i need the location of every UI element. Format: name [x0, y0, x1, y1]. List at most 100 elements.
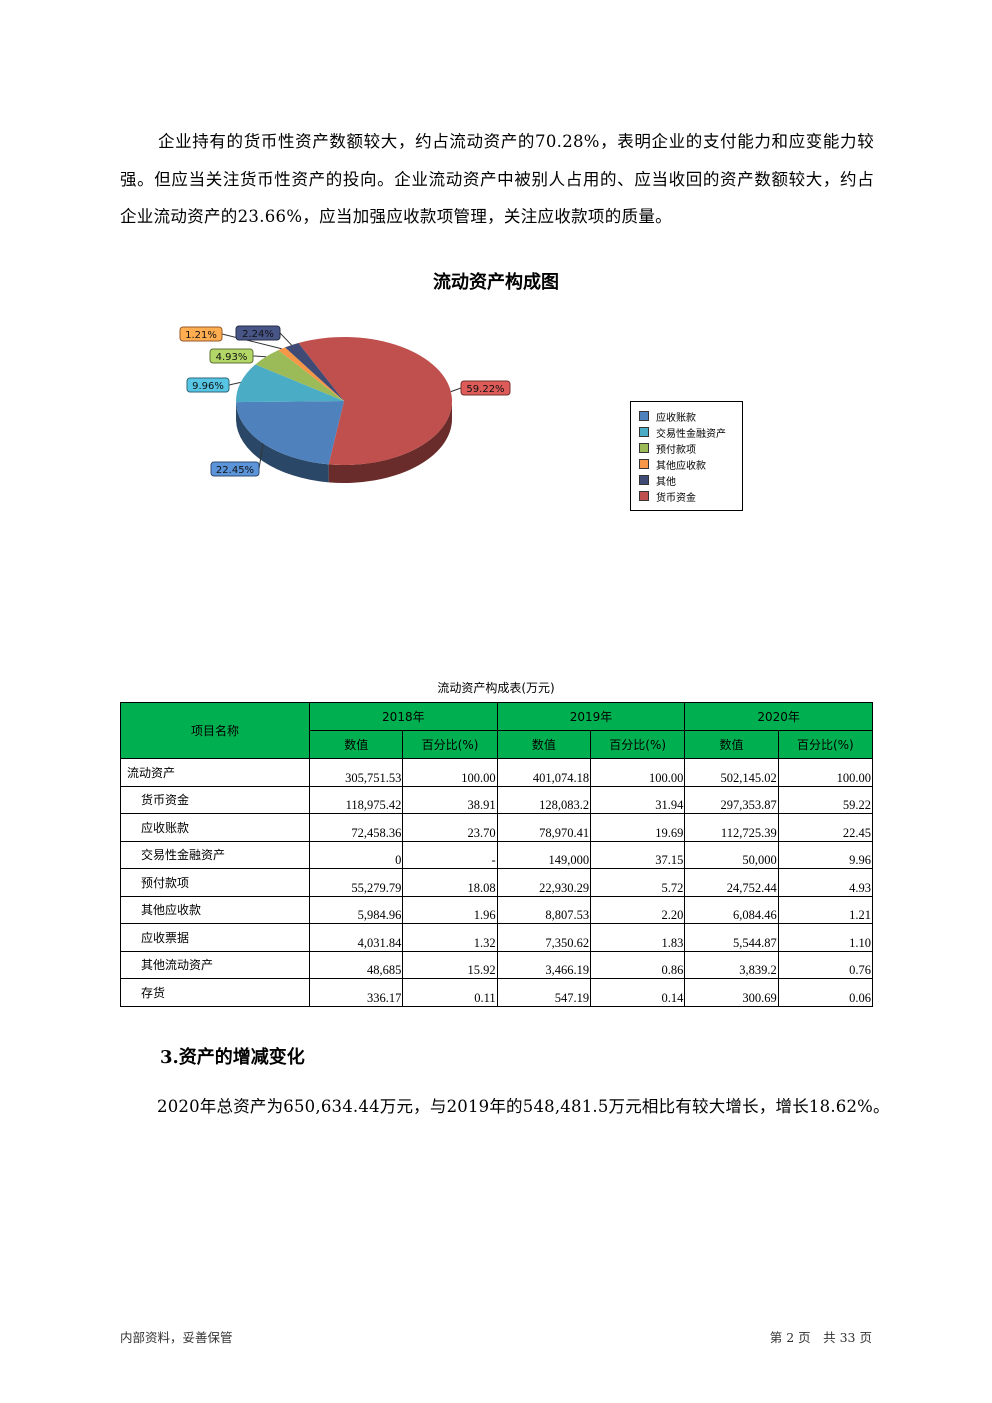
cell-value: 336.17 — [308, 978, 404, 1007]
legend-item: 其他应收款 — [639, 456, 742, 472]
legend-label: 预付款项 — [656, 444, 696, 456]
pie-slice — [236, 364, 344, 403]
row-name: 预付款项 — [120, 868, 310, 897]
cell-percent: 0.76 — [777, 950, 874, 979]
data-label-box — [235, 325, 281, 341]
cell-value: 22,930.29 — [496, 868, 592, 897]
legend-label: 其他应收款 — [656, 460, 706, 472]
table-row: 其他流动资产 48,685 15.92 3,466.19 0.86 3,839.2 0.76 — [120, 950, 874, 979]
table-row: 货币资金 118,975.42 38.91 128,083.2 31.94 297,353… — [120, 785, 874, 814]
cell-value: 3,466.19 — [496, 950, 592, 979]
legend-item: 其他 — [639, 472, 742, 488]
data-label: 4.93% — [216, 352, 248, 363]
cell-value: 6,084.46 — [684, 895, 779, 924]
table-row: 其他应收款 5,984.96 1.96 8,807.53 2.20 6,084.46 1.2… — [120, 895, 874, 924]
legend-label: 货币资金 — [656, 492, 696, 504]
section-heading: 3.资产的增减变化 — [160, 1047, 305, 1068]
cell-percent: 2.20 — [590, 895, 686, 924]
cell-value: 48,685 — [308, 950, 404, 979]
cell-value: 118,975.42 — [308, 785, 404, 814]
cell-value: 5,984.96 — [308, 895, 404, 924]
footer-confidential: 内部资料，妥善保管 — [120, 1330, 233, 1345]
cell-percent: 5.72 — [590, 868, 686, 897]
legend-label: 其他 — [656, 476, 676, 488]
row-name: 流动资产 — [120, 758, 310, 787]
cell-percent: 9.96 — [777, 840, 874, 869]
cell-value: 72,458.36 — [308, 813, 404, 842]
cell-value: 78,970.41 — [496, 813, 592, 842]
pie-slice — [236, 401, 344, 465]
row-name: 货币资金 — [120, 785, 310, 814]
pie-slice — [298, 337, 452, 465]
row-name: 其他应收款 — [120, 895, 310, 924]
header-year: 2018年 — [309, 702, 498, 731]
current-assets-table: 项目名称 2018年 2019年 2020年 数值 百分比(%) 数值 百分比(%) 数… — [120, 702, 874, 1007]
data-label-box — [209, 348, 254, 364]
cell-value: 0 — [308, 840, 404, 869]
cell-value: 149,000 — [496, 840, 592, 869]
header-value: 数值 — [684, 730, 779, 759]
pie-slice-side — [328, 401, 452, 483]
cell-percent: 15.92 — [402, 950, 498, 979]
label-leader — [279, 332, 292, 346]
data-label-box — [460, 380, 511, 396]
cell-percent: 23.70 — [402, 813, 498, 842]
table-row: 交易性金融资产 0-149,000 37.15 50,000 9.96 — [120, 840, 874, 869]
pie-slice-side — [236, 402, 329, 483]
cell-percent: 1.21 — [777, 895, 874, 924]
legend-swatch — [639, 475, 649, 485]
data-label-box — [210, 461, 260, 477]
data-label-box — [179, 326, 223, 342]
cell-percent: 4.93 — [777, 868, 874, 897]
header-year: 2020年 — [684, 702, 873, 731]
cell-value: 112,725.39 — [684, 813, 779, 842]
cell-percent: 22.45 — [777, 813, 874, 842]
legend-swatch — [639, 427, 649, 437]
cell-percent: 31.94 — [590, 785, 686, 814]
label-leader — [450, 387, 462, 393]
data-label: 22.45% — [216, 465, 254, 476]
data-label: 59.22% — [466, 384, 504, 395]
table-row: 应收票据 4,031.84 1.32 7,350.62 1.83 5,544.87 1.10 — [120, 923, 874, 952]
pie-chart: 59.22% 22.45% 9.96% 4.93% 1.21% 2.24% — [179, 325, 511, 483]
row-name: 应收票据 — [120, 923, 310, 952]
header-percent: 百分比(%) — [402, 730, 498, 759]
legend-label: 交易性金融资产 — [656, 428, 726, 440]
legend-item: 预付款项 — [639, 440, 742, 456]
legend-item: 应收账款 — [639, 408, 742, 424]
row-name: 交易性金融资产 — [120, 840, 310, 869]
cell-value: 7,350.62 — [496, 923, 592, 952]
header-value: 数值 — [308, 730, 404, 759]
legend-swatch — [639, 491, 649, 501]
legend-swatch — [639, 459, 649, 469]
pie-slice — [278, 347, 344, 401]
legend-item: 货币资金 — [639, 488, 742, 504]
data-label: 1.21% — [185, 330, 217, 341]
label-leader — [258, 443, 264, 470]
table-row: 流动资产 305,751.53 100.00 401,074.18 100.00 502,… — [120, 758, 874, 787]
cell-value: 128,083.2 — [496, 785, 592, 814]
cell-percent: 0.14 — [590, 978, 686, 1007]
pie-slice — [255, 350, 344, 401]
legend-item: 交易性金融资产 — [639, 424, 742, 440]
pie-slice — [285, 342, 344, 401]
cell-value: 401,074.18 — [496, 758, 592, 787]
cell-percent: 1.10 — [777, 923, 874, 952]
legend-swatch — [639, 411, 649, 421]
cell-percent: 18.08 — [402, 868, 498, 897]
cell-value: 55,279.79 — [308, 868, 404, 897]
cell-percent: 38.91 — [402, 785, 498, 814]
table-row: 应收账款 72,458.36 23.70 78,970.41 19.69 112,725.… — [120, 813, 874, 842]
cell-value: 502,145.02 — [684, 758, 779, 787]
cell-value: 50,000 — [684, 840, 779, 869]
table-row: 存货 336.17 0.11 547.19 0.14 300.69 0.06 — [120, 978, 874, 1007]
cell-value: 547.19 — [496, 978, 592, 1007]
data-label: 2.24% — [242, 329, 274, 340]
row-name: 其他流动资产 — [120, 950, 310, 979]
cell-percent: 0.86 — [590, 950, 686, 979]
row-name: 存货 — [120, 978, 310, 1007]
cell-percent: 0.11 — [402, 978, 498, 1007]
chart-legend: 应收账款交易性金融资产 预付款项其他应收款其他货币资金 — [630, 401, 743, 511]
cell-percent: 100.00 — [590, 758, 686, 787]
